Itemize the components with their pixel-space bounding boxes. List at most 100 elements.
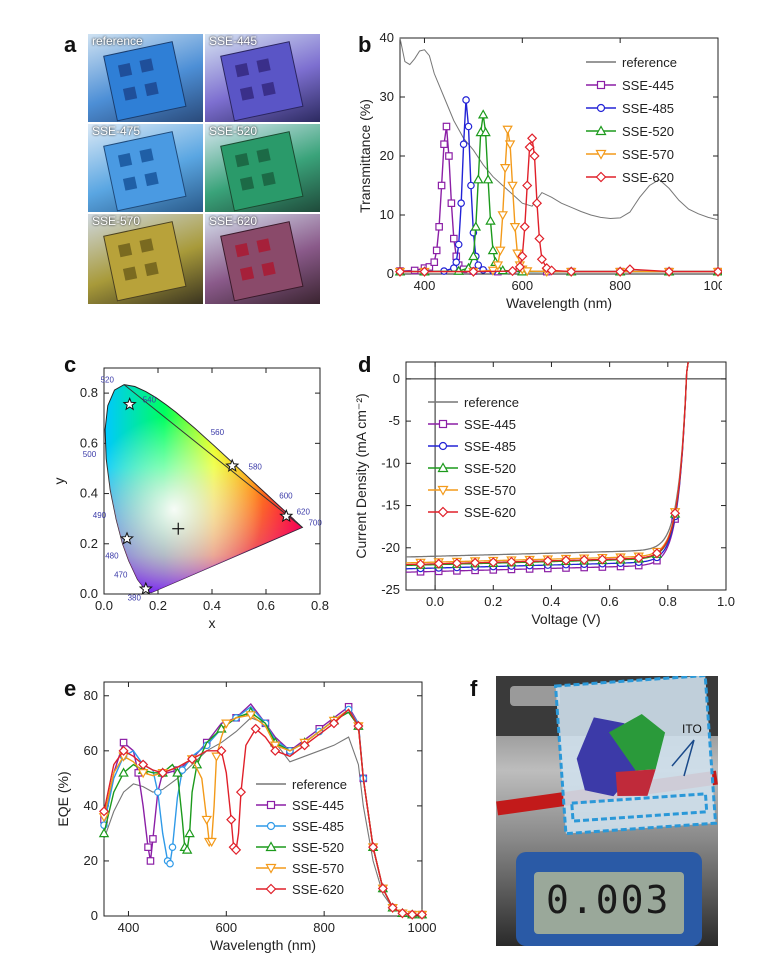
legend-marker xyxy=(265,841,277,852)
legend-marker xyxy=(595,149,607,160)
data-point-SSE-620 xyxy=(98,806,110,817)
y-tick-label: -5 xyxy=(388,413,400,428)
legend-label: SSE-485 xyxy=(622,101,674,116)
x-tick-label: 1000 xyxy=(408,920,437,935)
panel-label-a: a xyxy=(64,32,77,57)
x-tick-label: 0.8 xyxy=(659,594,677,609)
data-point-SSE-485 xyxy=(166,859,174,868)
legend-label: SSE-520 xyxy=(464,461,516,476)
x-tick-label: 600 xyxy=(215,920,237,935)
y-axis-label: EQE (%) xyxy=(55,771,71,826)
device-photo-f xyxy=(496,676,718,946)
data-point-SSE-620 xyxy=(506,556,517,567)
data-point-SSE-620 xyxy=(216,745,227,756)
eqe-curve-SSE-570 xyxy=(103,708,422,916)
locus-white-overlay xyxy=(105,384,303,593)
legend-label: reference xyxy=(464,395,519,410)
data-point-SSE-520 xyxy=(477,109,489,119)
y-tick-label: 0.2 xyxy=(80,536,98,551)
device-sse-475 xyxy=(103,131,187,212)
photo-sse-445: SSE-445 xyxy=(205,34,320,122)
plot-frame xyxy=(103,681,423,917)
y-axis-label: y xyxy=(51,478,67,485)
star-SSE-570 xyxy=(225,458,240,472)
meter-display: 0.003 xyxy=(546,878,671,922)
data-point-SSE-485 xyxy=(464,122,473,131)
series-line-reference xyxy=(399,37,719,221)
data-point-SSE-620 xyxy=(534,233,545,244)
device-sse-445 xyxy=(220,41,304,122)
data-point-SSE-445 xyxy=(450,234,458,243)
x-axis-label: x xyxy=(209,615,216,631)
x-tick-label: 0.0 xyxy=(426,594,444,609)
data-point-SSE-445 xyxy=(146,857,155,865)
x-tick-label: 0.4 xyxy=(203,598,221,613)
photo-label: SSE-475 xyxy=(92,124,141,138)
data-point-SSE-620 xyxy=(507,266,518,277)
locus-boundary-line xyxy=(123,384,303,528)
data-point-SSE-620 xyxy=(138,759,149,770)
data-point-SSE-620 xyxy=(542,555,553,566)
wavelength-label: 620 xyxy=(297,508,311,517)
legend-marker xyxy=(438,419,448,429)
wavelength-label: 500 xyxy=(83,450,97,459)
data-point-SSE-620 xyxy=(231,844,242,855)
data-point-SSE-620 xyxy=(157,767,168,778)
wavelength-label: 580 xyxy=(249,463,263,472)
data-point-SSE-570 xyxy=(502,125,513,135)
data-point-SSE-620 xyxy=(527,133,538,144)
data-point-SSE-445 xyxy=(430,258,439,267)
eqe-curve-SSE-620 xyxy=(103,708,422,916)
photo-label: reference xyxy=(92,34,143,48)
data-point-SSE-520 xyxy=(470,221,482,231)
y-tick-label: 40 xyxy=(84,798,98,813)
data-point-SSE-520 xyxy=(473,174,484,184)
jv-curve-reference xyxy=(405,361,689,558)
legend-label: SSE-570 xyxy=(622,147,674,162)
data-point-SSE-620 xyxy=(118,745,129,756)
wavelength-label: 480 xyxy=(105,552,119,561)
legend-label: SSE-570 xyxy=(292,861,344,876)
data-point-SSE-620 xyxy=(517,251,528,262)
data-point-SSE-570 xyxy=(497,211,508,221)
legend-label: reference xyxy=(292,777,347,792)
photo-sse-620: SSE-620 xyxy=(205,214,320,304)
data-point-SSE-570 xyxy=(504,140,516,150)
x-tick-label: 0.2 xyxy=(484,594,502,609)
y-tick-label: 0 xyxy=(393,371,400,386)
data-point-SSE-620 xyxy=(670,508,681,519)
photo-sse-570: SSE-570 xyxy=(88,214,203,304)
jv-curve-SSE-570 xyxy=(406,361,689,564)
legend-label: SSE-445 xyxy=(622,78,674,93)
y-tick-label: 0.6 xyxy=(80,435,98,450)
legend-label: SSE-620 xyxy=(292,882,344,897)
data-point-SSE-520 xyxy=(118,767,129,777)
jv-curve-SSE-445 xyxy=(405,361,689,573)
data-point-SSE-445 xyxy=(410,266,419,275)
data-point-SSE-520 xyxy=(184,827,195,838)
legend-label: SSE-445 xyxy=(292,798,344,813)
data-point-SSE-445 xyxy=(149,835,157,843)
data-point-SSE-520 xyxy=(453,265,464,275)
x-tick-label: 0.2 xyxy=(149,598,167,613)
legend-label: SSE-570 xyxy=(464,483,516,498)
data-point-SSE-570 xyxy=(495,246,506,256)
wavelength-label: 470 xyxy=(114,570,128,579)
data-point-SSE-520 xyxy=(482,174,494,184)
wavelength-label: 600 xyxy=(279,491,293,500)
legend-label: SSE-485 xyxy=(464,439,516,454)
data-point-SSE-620 xyxy=(416,909,428,920)
data-point-SSE-520 xyxy=(181,844,193,854)
data-point-SSE-620 xyxy=(235,787,247,798)
y-tick-label: 20 xyxy=(84,853,98,868)
photo-sse-520: SSE-520 xyxy=(205,124,320,212)
x-tick-label: 800 xyxy=(313,920,335,935)
panel-label-d: d xyxy=(358,352,372,377)
data-point-SSE-445 xyxy=(425,263,434,271)
photo-sse-475: SSE-475 xyxy=(88,124,203,212)
legend-label: SSE-520 xyxy=(622,124,674,139)
photo-f: ITO 0.003 xyxy=(496,676,718,946)
x-tick-label: 1000 xyxy=(704,278,722,293)
data-point-SSE-620 xyxy=(328,718,339,729)
panel-label-e: e xyxy=(64,676,77,701)
